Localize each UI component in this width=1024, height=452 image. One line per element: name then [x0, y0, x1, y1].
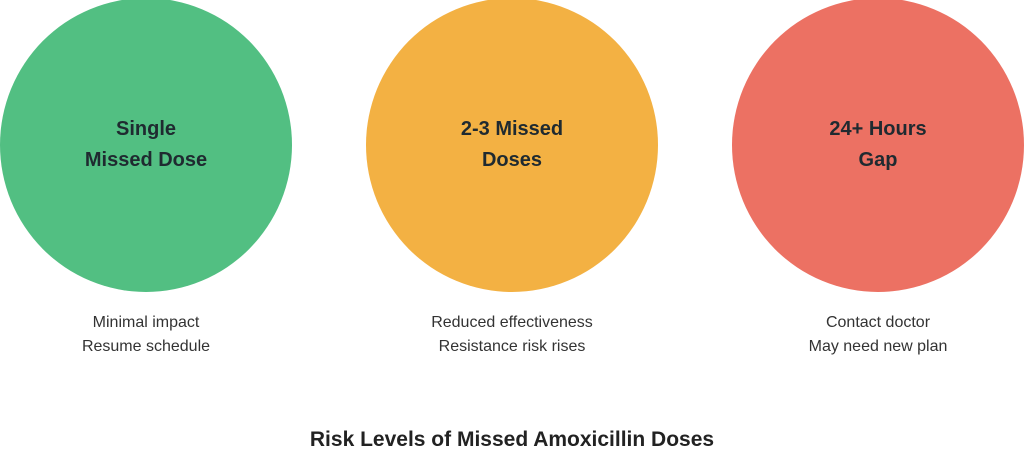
risk-label-line2: Doses — [481, 149, 542, 171]
diagram-title: Risk Levels of Missed Amoxicillin Doses — [309, 428, 715, 451]
risk-description-24-hours: Contact doctor May need new plan — [748, 311, 1008, 359]
description-line2: Resistance risk rises — [438, 338, 586, 355]
description-line1: Minimal impact — [92, 314, 200, 331]
risk-description-single: Minimal impact Resume schedule — [16, 311, 276, 359]
risk-label: 24+ Hours Gap — [829, 114, 926, 176]
description-line1: Contact doctor — [825, 314, 931, 331]
risk-circle-24-hours-gap: 24+ Hours Gap — [732, 0, 1024, 292]
risk-circle-single-missed-dose: Single Missed Dose — [0, 0, 292, 292]
risk-label-line2: Missed Dose — [84, 149, 208, 171]
risk-label-line1: 24+ Hours — [829, 118, 927, 140]
risk-label-line1: Single — [115, 118, 176, 140]
risk-circle-2-3-missed-doses: 2-3 Missed Doses — [366, 0, 658, 292]
risk-description-2-3: Reduced effectiveness Resistance risk ri… — [382, 311, 642, 359]
risk-label-line1: 2-3 Missed — [460, 118, 564, 140]
risk-label-line2: Gap — [858, 149, 898, 171]
risk-label: Single Missed Dose — [85, 114, 207, 176]
description-line1: Reduced effectiveness — [431, 314, 593, 331]
description-line2: May need new plan — [808, 338, 948, 355]
description-line2: Resume schedule — [81, 338, 211, 355]
risk-label: 2-3 Missed Doses — [461, 114, 563, 176]
